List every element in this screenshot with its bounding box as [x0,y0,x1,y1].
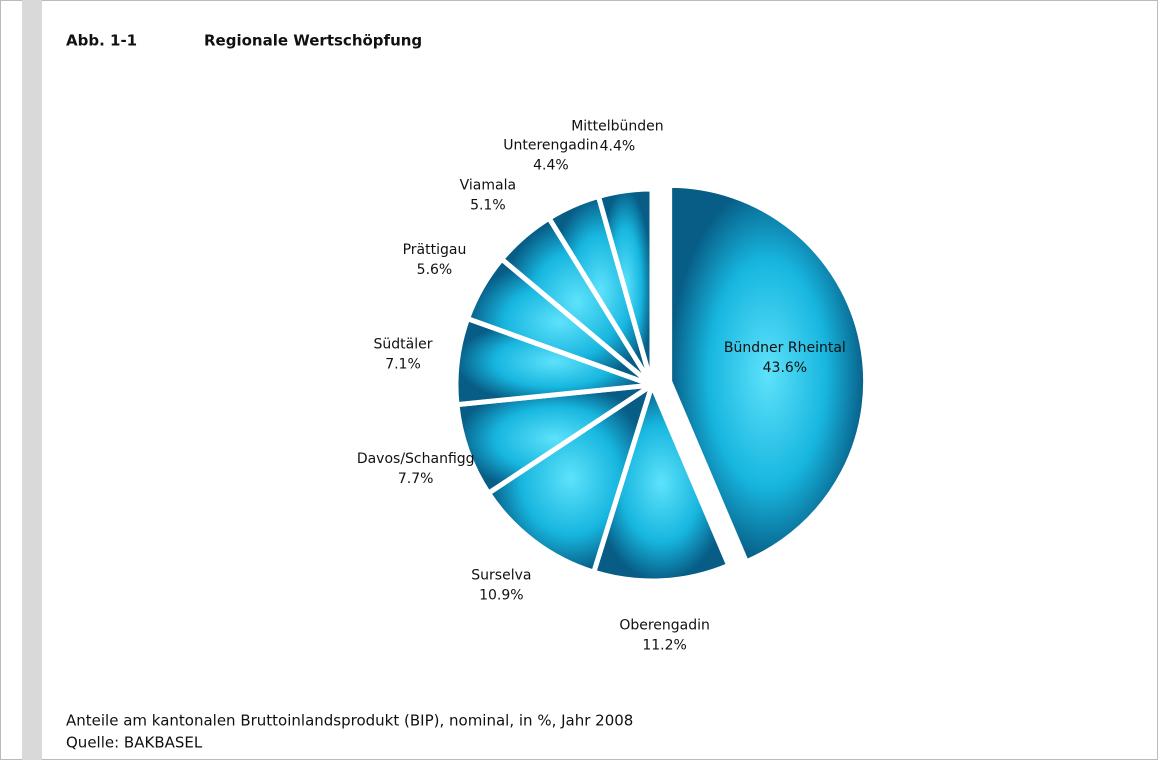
slice-value-label: 5.6% [417,262,453,278]
slice-label: Mittelbünden [571,119,663,135]
slice-value-label: 43.6% [763,360,807,376]
pie-slice [591,382,732,584]
slice-label: Surselva [471,568,531,584]
slice-label: Unterengadin [503,137,598,153]
slice-value-label: 7.7% [398,471,434,487]
source: Quelle: BAKBASEL [66,734,203,752]
slice-label: Oberengadin [619,618,710,634]
slice-value-label: 7.1% [385,356,421,372]
slice-value-label: 10.9% [479,588,523,604]
pie-slice [486,382,655,575]
slice-value-label: 4.4% [600,139,636,155]
slice-label: Viamala [460,177,516,193]
caption: Anteile am kantonalen Bruttoinlandsprodu… [66,712,633,730]
slice-label: Bündner Rheintal [724,340,846,356]
figure-label: Abb. 1-1 [66,32,137,50]
slice-label: Prättigau [403,242,467,258]
slice-value-label: 4.4% [533,157,569,173]
chart-title: Regionale Wertschöpfung [204,32,422,50]
pie-slice [667,182,869,565]
slice-value-label: 11.2% [642,638,686,654]
pie-slice [596,186,655,388]
slice-value-label: 5.1% [470,197,506,213]
slice-label: Davos/Schanfigg [357,451,475,467]
slice-label: Südtäler [374,336,433,352]
side-bar [22,0,42,760]
